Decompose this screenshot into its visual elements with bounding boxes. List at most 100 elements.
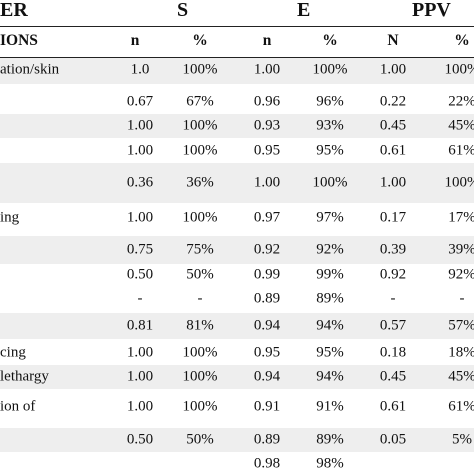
table-cell: 1.0 <box>130 61 150 78</box>
table-cell: 0.45 <box>379 117 407 134</box>
column-header-2: % <box>192 32 208 49</box>
table-cell: 0.50 <box>126 266 154 283</box>
table-cell: 81% <box>186 317 214 334</box>
row-label: ation/skin <box>0 61 60 78</box>
table-cell: 95% <box>316 142 344 159</box>
table-cell: 0.81 <box>126 317 154 334</box>
table-cell: 94% <box>316 317 344 334</box>
table-cell: 100% <box>182 209 218 226</box>
table-cell: 0.17 <box>379 209 407 226</box>
table-cell: 0.97 <box>253 209 281 226</box>
table-cell: 98% <box>316 455 344 472</box>
table-cell: 1.00 <box>379 174 407 191</box>
table-cell: 5% <box>452 431 472 448</box>
table-cell: 96% <box>316 93 344 110</box>
table-cell: 61% <box>448 398 474 415</box>
table-cell: 1.00 <box>126 398 154 415</box>
table-cell: 61% <box>448 142 474 159</box>
table-cell: 0.36 <box>126 174 154 191</box>
group-header-3: PPV <box>412 0 451 21</box>
table-cell: - <box>137 290 143 307</box>
table-cell: - <box>390 290 396 307</box>
column-header-1: n <box>130 32 140 49</box>
header-rule <box>0 26 474 27</box>
table-cell: 0.61 <box>379 142 407 159</box>
table-cell: 0.89 <box>253 290 281 307</box>
table-cell: - <box>459 290 465 307</box>
table-cell: 0.94 <box>253 368 281 385</box>
row-band <box>0 365 474 389</box>
table-cell: 0.93 <box>253 117 281 134</box>
table-cell: 92% <box>448 266 474 283</box>
table-cell: 100% <box>182 61 218 78</box>
table-cell: 0.18 <box>379 344 407 361</box>
table-cell: 92% <box>316 241 344 258</box>
column-header-0: IONS <box>0 32 38 49</box>
table-cell: 0.75 <box>126 241 154 258</box>
table-cell: 93% <box>316 117 344 134</box>
row-label: ion of <box>0 398 36 415</box>
group-header-2: E <box>297 0 311 21</box>
group-header-1: S <box>177 0 189 21</box>
table-cell: 1.00 <box>253 61 281 78</box>
table-cell: 0.45 <box>379 368 407 385</box>
table-cell: 1.00 <box>126 117 154 134</box>
table-cell: 0.95 <box>253 344 281 361</box>
table-cell: 0.92 <box>253 241 281 258</box>
table-cell: 18% <box>448 344 474 361</box>
table-cell: 0.39 <box>379 241 407 258</box>
row-band <box>0 428 474 452</box>
row-band <box>0 313 474 339</box>
table-cell: 1.00 <box>126 142 154 159</box>
table-cell: 97% <box>316 209 344 226</box>
table-cell: 100% <box>182 368 218 385</box>
table-cell: 100% <box>182 398 218 415</box>
table-cell: 100% <box>312 174 348 191</box>
table-cell: 0.94 <box>253 317 281 334</box>
table-cell: 0.89 <box>253 431 281 448</box>
table-cell: 0.99 <box>253 266 281 283</box>
column-header-3: n <box>262 32 272 49</box>
table-cell: 95% <box>316 344 344 361</box>
table-cell: 0.92 <box>379 266 407 283</box>
table-cell: 89% <box>316 290 344 307</box>
row-label: lethargy <box>0 368 49 385</box>
table-cell: 45% <box>448 368 474 385</box>
table-cell: 0.22 <box>379 93 407 110</box>
table-cell: 100% <box>182 117 218 134</box>
table-cell: 100% <box>182 142 218 159</box>
column-header-6: % <box>454 32 470 49</box>
table-cell: 89% <box>316 431 344 448</box>
table-cell: 100% <box>182 344 218 361</box>
table-cell: 39% <box>448 241 474 258</box>
row-band <box>0 236 474 264</box>
table-cell: 22% <box>448 93 474 110</box>
row-label: ing <box>0 209 20 226</box>
column-header-4: % <box>322 32 338 49</box>
table-cell: 99% <box>316 266 344 283</box>
row-label: cing <box>0 344 26 361</box>
table-cell: 1.00 <box>126 344 154 361</box>
table-cell: 67% <box>186 93 214 110</box>
table-cell: - <box>197 290 203 307</box>
table-cell: 50% <box>186 266 214 283</box>
table-cell: 0.61 <box>379 398 407 415</box>
table-cell: 36% <box>186 174 214 191</box>
table-cell: 91% <box>316 398 344 415</box>
table-cell: 100% <box>312 61 348 78</box>
table-cell: 57% <box>448 317 474 334</box>
row-band <box>0 163 474 203</box>
table-cell: 0.57 <box>379 317 407 334</box>
table-cell: 1.00 <box>379 61 407 78</box>
group-header-0: ER <box>0 0 28 21</box>
header-rule <box>0 57 474 58</box>
table-cell: 94% <box>316 368 344 385</box>
table-cell: 100% <box>444 61 474 78</box>
table-cell: 1.00 <box>126 368 154 385</box>
row-band <box>0 114 474 138</box>
table-cell: 0.98 <box>253 455 281 472</box>
table-cell: 17% <box>448 209 474 226</box>
table-cell: 0.50 <box>126 431 154 448</box>
table-cell: 50% <box>186 431 214 448</box>
table-cell: 0.91 <box>253 398 281 415</box>
